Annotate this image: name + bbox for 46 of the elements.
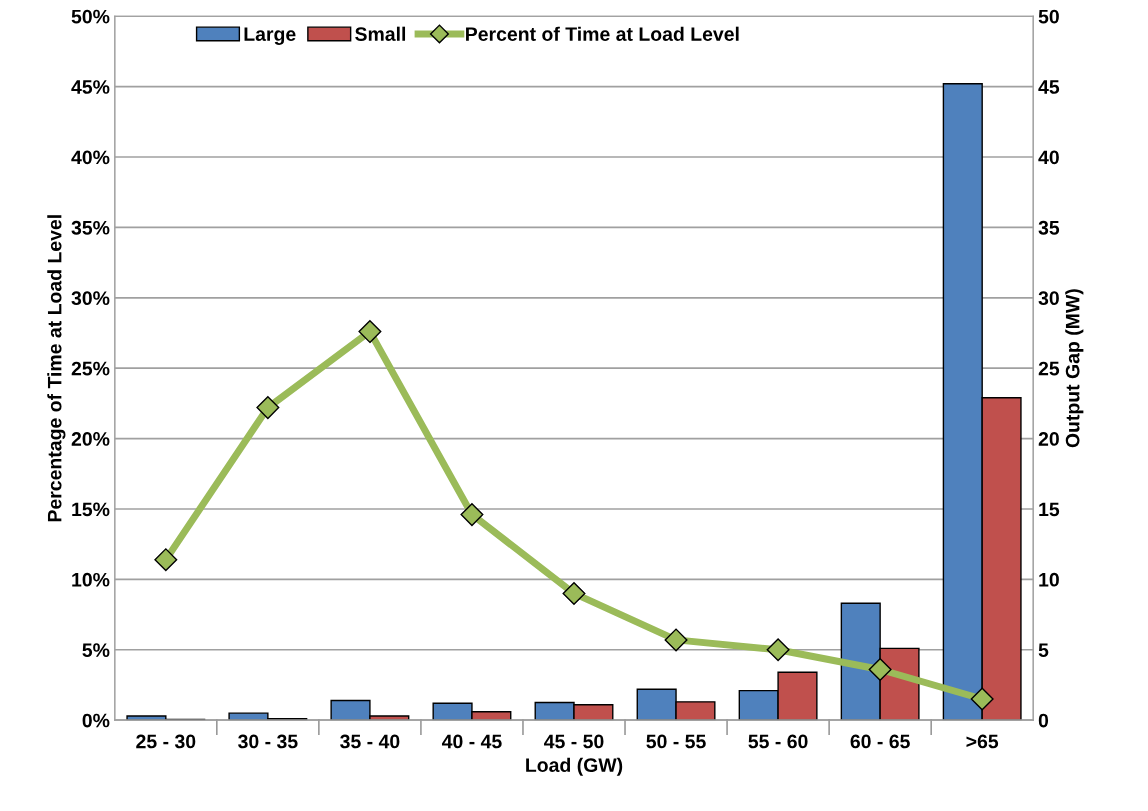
y-tick-label: 30% [71, 291, 110, 306]
x-tick-label: 55 - 60 [748, 734, 808, 749]
x-tick-label: >65 [966, 734, 999, 749]
legend-label: Percent of Time at Load Level [466, 26, 739, 41]
point [970, 687, 994, 711]
y-tick-label: 45% [71, 80, 110, 94]
y2-tick-label: 25 [1038, 361, 1060, 376]
y2-tick-label: 45 [1038, 80, 1060, 94]
x-tick-label: 25 - 30 [136, 734, 196, 749]
point [664, 628, 688, 652]
y-tick-label: 20% [71, 432, 110, 446]
y-tick-label: 0% [82, 713, 110, 728]
y2-tick-label: 40 [1038, 150, 1059, 165]
y-tick-label: 50% [71, 9, 110, 24]
y-axis-title: Percentage of Time at Load Level [47, 215, 66, 522]
point [460, 503, 484, 527]
y2-axis-title: Output Gap (MW) [1065, 289, 1084, 448]
y-tick-label: 25% [71, 361, 110, 376]
y-tick-label: 10% [72, 572, 110, 587]
point [256, 396, 280, 420]
x-tick-label: 45 - 50 [544, 734, 604, 749]
y-tick-label: 35% [71, 220, 110, 235]
point [868, 657, 892, 681]
point [154, 548, 178, 572]
y2-tick-label: 20 [1038, 432, 1059, 446]
x-tick-label: 35 - 40 [340, 734, 400, 749]
x-axis-title: Load (GW) [526, 757, 623, 776]
x-tick-label: 50 - 55 [646, 734, 706, 749]
y2-tick-label: 30 [1038, 291, 1059, 306]
x-tick-label: 60 - 65 [850, 734, 910, 749]
y2-tick-label: 35 [1038, 220, 1060, 235]
y-tick-label: 15% [72, 502, 110, 517]
point [766, 638, 790, 662]
point [562, 581, 586, 605]
y2-tick-label: 10 [1039, 572, 1059, 587]
y2-tick-label: 50 [1038, 9, 1059, 24]
y-tick-label: 5% [82, 643, 110, 658]
y2-tick-label: 0 [1038, 713, 1049, 728]
legend-label: Small [355, 26, 406, 41]
y2-tick-label: 5 [1038, 643, 1049, 658]
point [358, 320, 382, 344]
y-tick-label: 40% [71, 150, 110, 165]
legend-label: Large [244, 27, 296, 45]
y2-tick-label: 15 [1039, 502, 1060, 517]
x-tick-label: 30 - 35 [238, 734, 298, 749]
x-tick-label: 40 - 45 [441, 734, 502, 749]
